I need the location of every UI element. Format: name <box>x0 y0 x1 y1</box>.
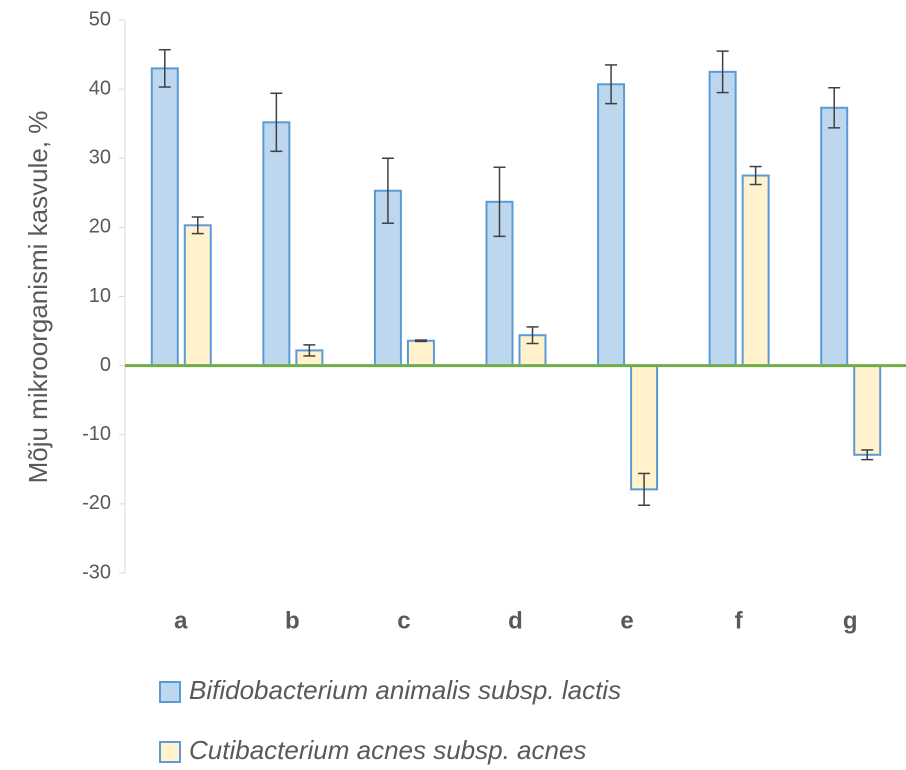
x-tick-label: g <box>843 607 858 634</box>
bar <box>185 225 211 365</box>
x-tick-label: a <box>174 607 188 634</box>
bar <box>263 122 289 365</box>
y-tick-label: 10 <box>89 285 111 307</box>
bar <box>743 176 769 366</box>
x-tick-label: f <box>735 607 744 634</box>
y-tick-label: 30 <box>89 147 111 169</box>
x-tick-label: c <box>397 607 410 634</box>
chart: Mõju mikroorganismi kasvule, % -30 -20 -10… <box>0 0 906 770</box>
y-tick-label: 0 <box>100 354 111 376</box>
x-tick-label: e <box>620 607 633 634</box>
legend-swatch <box>160 742 180 762</box>
y-tick-label: -30 <box>82 561 111 583</box>
bar <box>598 84 624 365</box>
legend-label: Cutibacterium acnes subsp. acnes <box>189 735 586 765</box>
legend-label: Bifidobacterium animalis subsp. lactis <box>189 675 621 705</box>
bar <box>152 68 178 365</box>
y-tick-label: 20 <box>89 216 111 238</box>
legend-swatch <box>160 682 180 702</box>
y-tick-label: 50 <box>89 8 111 30</box>
y-axis-label: Mõju mikroorganismi kasvule, % <box>23 111 53 484</box>
bar <box>631 366 657 490</box>
bar <box>854 366 880 455</box>
x-tick-label: b <box>285 607 300 634</box>
y-tick-label: 40 <box>89 77 111 99</box>
y-tick-label: -10 <box>82 423 111 445</box>
x-tick-label: d <box>508 607 523 634</box>
bar <box>408 341 434 366</box>
bar <box>710 72 736 366</box>
error-bar <box>415 340 427 341</box>
bar <box>821 108 847 366</box>
y-tick-label: -20 <box>82 492 111 514</box>
